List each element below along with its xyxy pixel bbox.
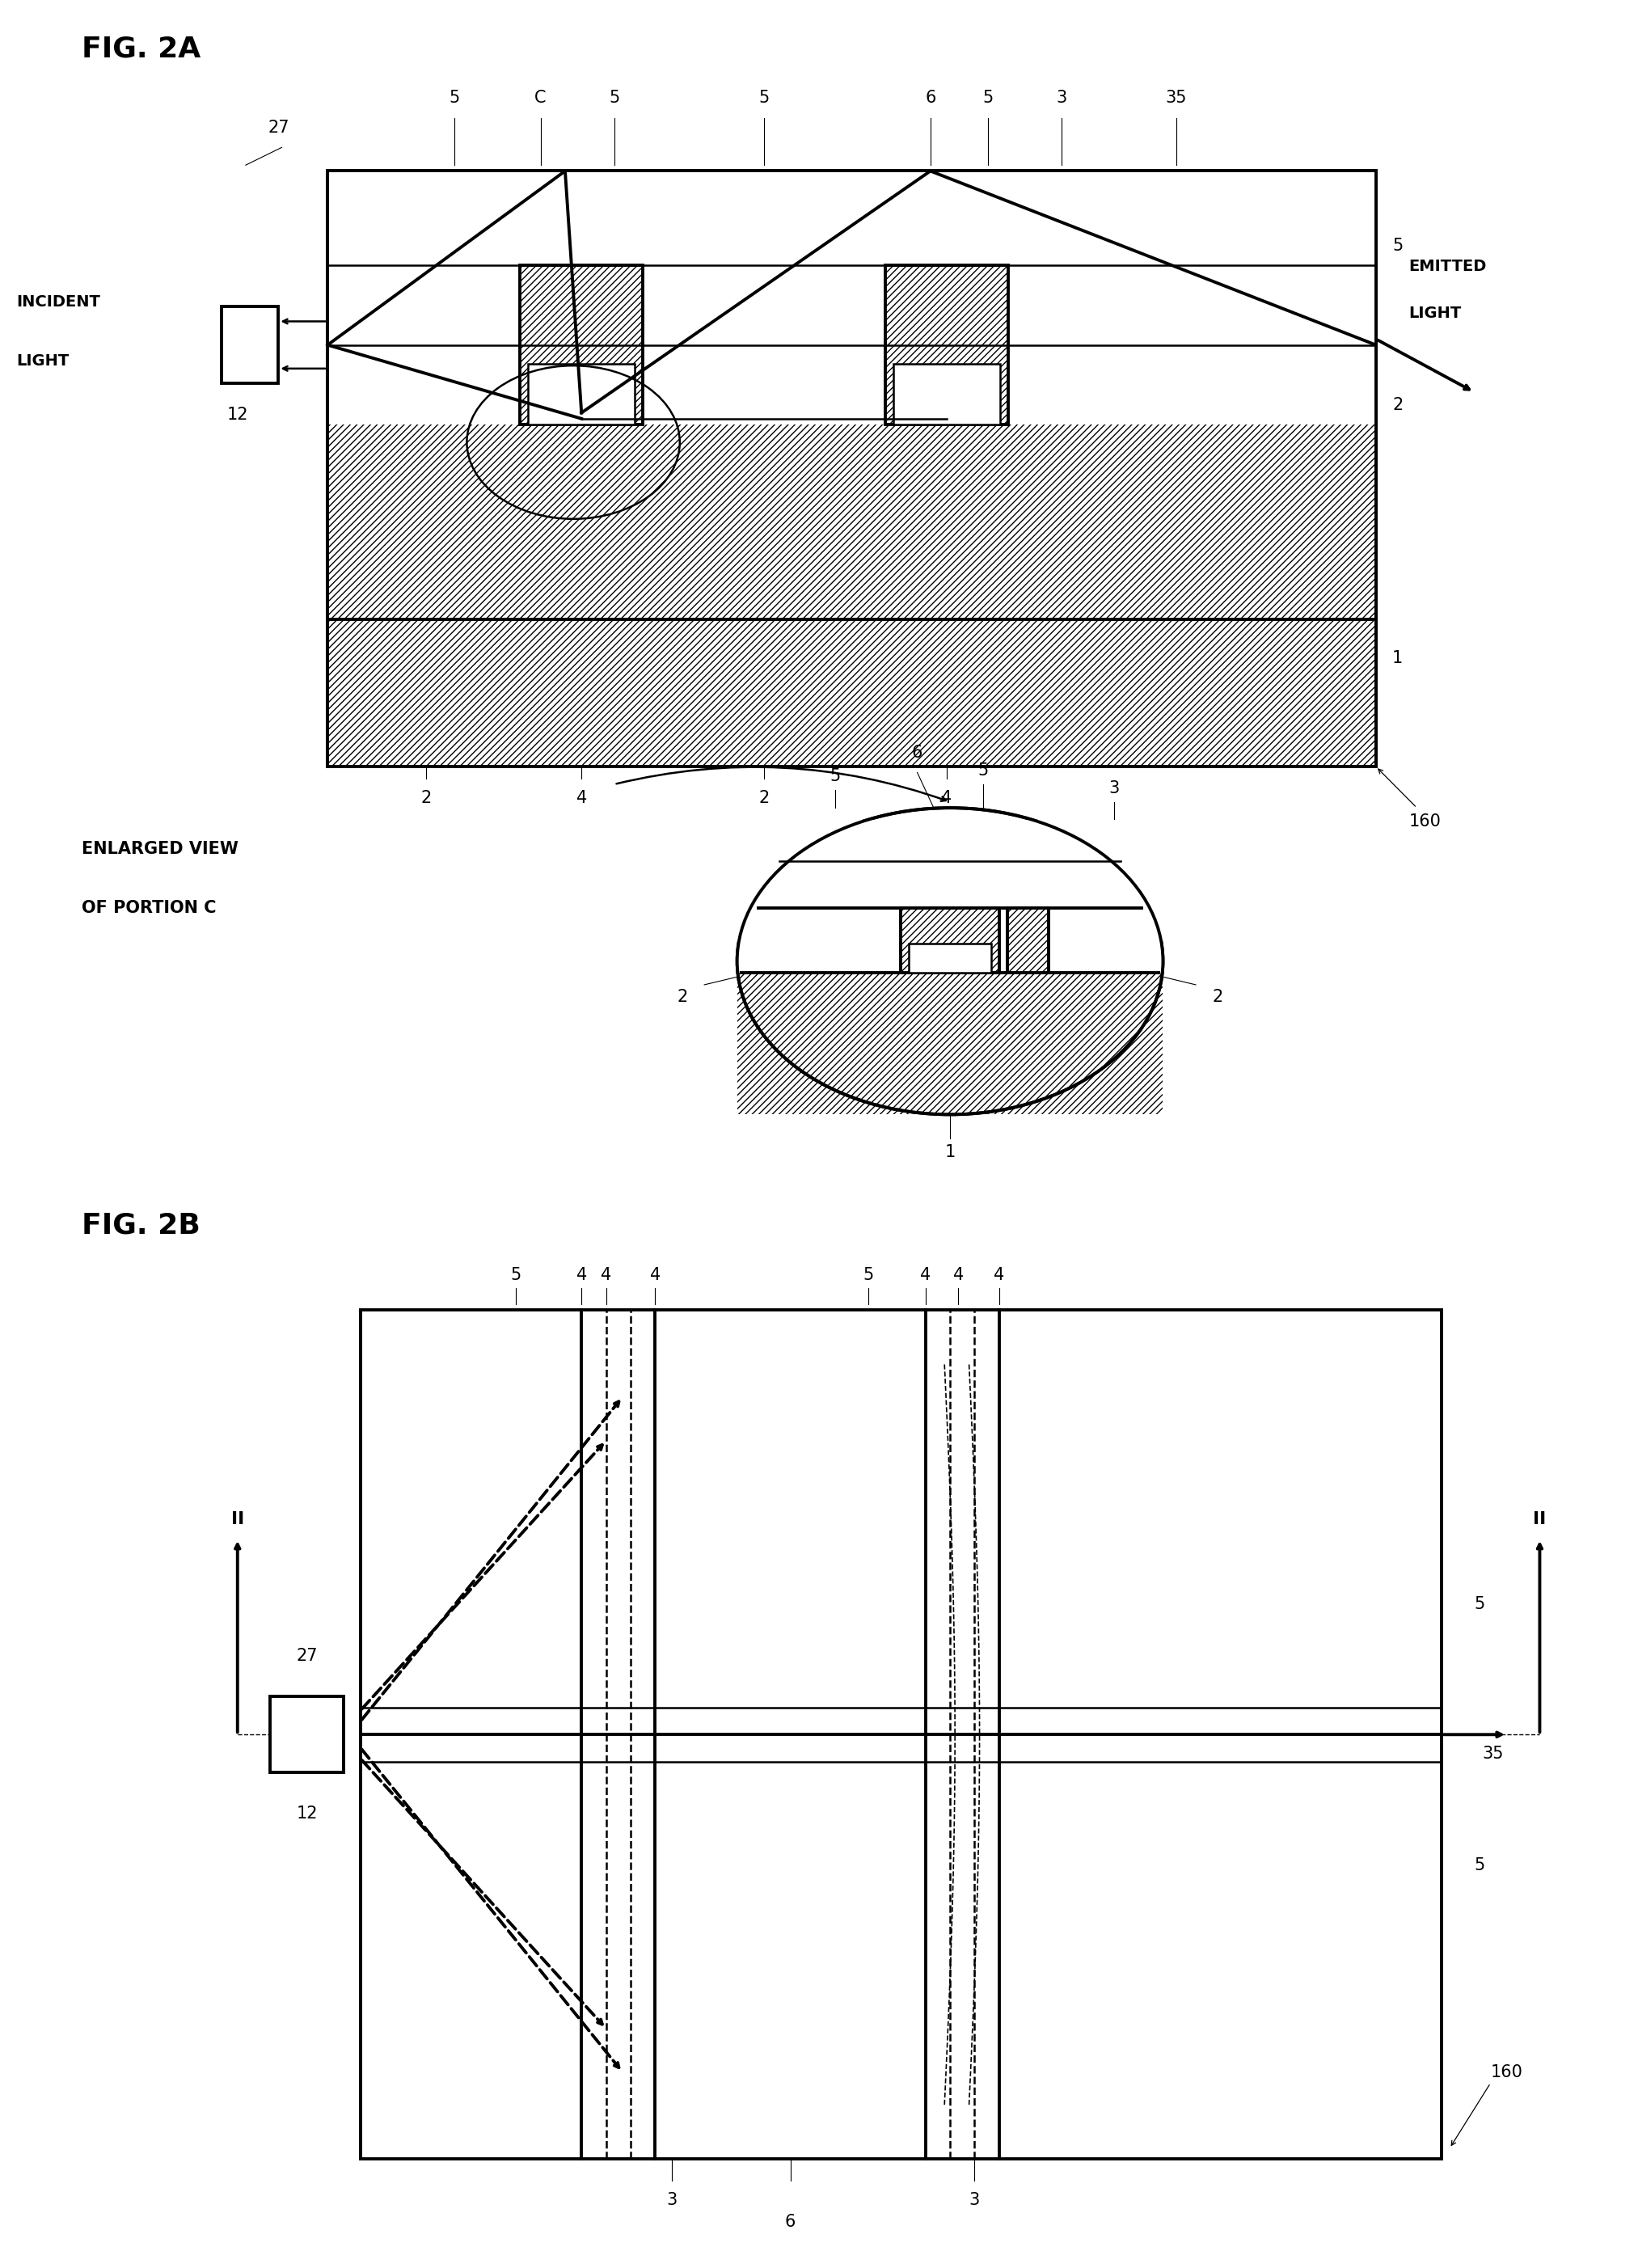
Text: FIG. 2A: FIG. 2A bbox=[82, 36, 201, 64]
Circle shape bbox=[737, 807, 1163, 1114]
Bar bbox=[901, 907, 999, 973]
Text: 2: 2 bbox=[1392, 397, 1404, 413]
Text: LIGHT: LIGHT bbox=[1409, 306, 1461, 322]
Bar bbox=[737, 962, 1163, 1114]
Text: 5: 5 bbox=[758, 91, 770, 107]
Bar bbox=[885, 265, 1009, 424]
Text: II: II bbox=[1533, 1510, 1546, 1529]
Text: 2: 2 bbox=[758, 789, 770, 807]
Bar bbox=[527, 365, 636, 424]
Text: 5: 5 bbox=[1474, 1857, 1486, 1873]
Text: 4: 4 bbox=[577, 789, 586, 807]
Text: 5: 5 bbox=[1392, 238, 1404, 254]
Text: C: C bbox=[534, 91, 547, 107]
Text: 4: 4 bbox=[921, 1266, 930, 1284]
Text: FIG. 2B: FIG. 2B bbox=[82, 1211, 200, 1241]
Text: 12: 12 bbox=[296, 1805, 318, 1821]
Bar bbox=[221, 306, 278, 383]
Text: 35: 35 bbox=[1165, 91, 1188, 107]
Text: 4: 4 bbox=[994, 1266, 1004, 1284]
Text: 27: 27 bbox=[296, 1647, 318, 1665]
Text: 6: 6 bbox=[785, 2214, 796, 2229]
Text: INCIDENT: INCIDENT bbox=[16, 295, 100, 308]
Text: 6: 6 bbox=[912, 744, 922, 760]
Text: 27: 27 bbox=[267, 120, 290, 136]
Text: 3: 3 bbox=[1109, 780, 1119, 796]
Text: 4: 4 bbox=[953, 1266, 963, 1284]
Text: 5: 5 bbox=[511, 1266, 521, 1284]
Bar bbox=[328, 170, 1376, 767]
Text: EMITTED: EMITTED bbox=[1409, 259, 1487, 274]
Text: 160: 160 bbox=[1491, 2064, 1523, 2080]
Bar bbox=[894, 365, 999, 424]
Text: 5: 5 bbox=[1474, 1597, 1486, 1613]
Text: 2: 2 bbox=[676, 989, 688, 1005]
Bar bbox=[328, 424, 1376, 619]
Bar bbox=[270, 1696, 344, 1774]
Text: 3: 3 bbox=[667, 2191, 676, 2209]
Text: 3: 3 bbox=[970, 2191, 980, 2209]
Text: 2: 2 bbox=[421, 789, 431, 807]
Text: 4: 4 bbox=[577, 1266, 586, 1284]
Text: 5: 5 bbox=[983, 91, 993, 107]
Text: 160: 160 bbox=[1409, 814, 1441, 830]
Text: 5: 5 bbox=[978, 762, 988, 778]
Bar bbox=[885, 265, 1009, 424]
Bar bbox=[328, 170, 1376, 265]
Bar bbox=[521, 265, 644, 424]
Bar bbox=[901, 907, 999, 973]
Text: LIGHT: LIGHT bbox=[16, 354, 69, 367]
Text: 5: 5 bbox=[449, 91, 460, 107]
Text: 5: 5 bbox=[830, 769, 840, 785]
Text: 1: 1 bbox=[945, 1143, 955, 1161]
Text: 1: 1 bbox=[1392, 651, 1404, 667]
Text: 35: 35 bbox=[1482, 1746, 1504, 1762]
Bar bbox=[328, 619, 1376, 767]
Bar bbox=[1007, 907, 1048, 973]
Text: 6: 6 bbox=[925, 91, 935, 107]
Bar bbox=[909, 943, 991, 973]
Text: 3: 3 bbox=[1057, 91, 1066, 107]
Bar bbox=[737, 819, 1163, 973]
Bar bbox=[328, 265, 1376, 424]
Bar bbox=[1007, 907, 1048, 973]
Text: 4: 4 bbox=[942, 789, 952, 807]
Text: 4: 4 bbox=[650, 1266, 660, 1284]
Text: 5: 5 bbox=[863, 1266, 873, 1284]
Text: 12: 12 bbox=[226, 406, 249, 424]
Text: ENLARGED VIEW: ENLARGED VIEW bbox=[82, 841, 239, 857]
Bar bbox=[360, 1311, 1441, 2159]
Text: OF PORTION C: OF PORTION C bbox=[82, 900, 216, 916]
Bar bbox=[521, 265, 644, 424]
Text: 5: 5 bbox=[609, 91, 619, 107]
Text: II: II bbox=[231, 1510, 244, 1529]
Text: 2: 2 bbox=[1212, 989, 1224, 1005]
Text: 4: 4 bbox=[601, 1266, 611, 1284]
